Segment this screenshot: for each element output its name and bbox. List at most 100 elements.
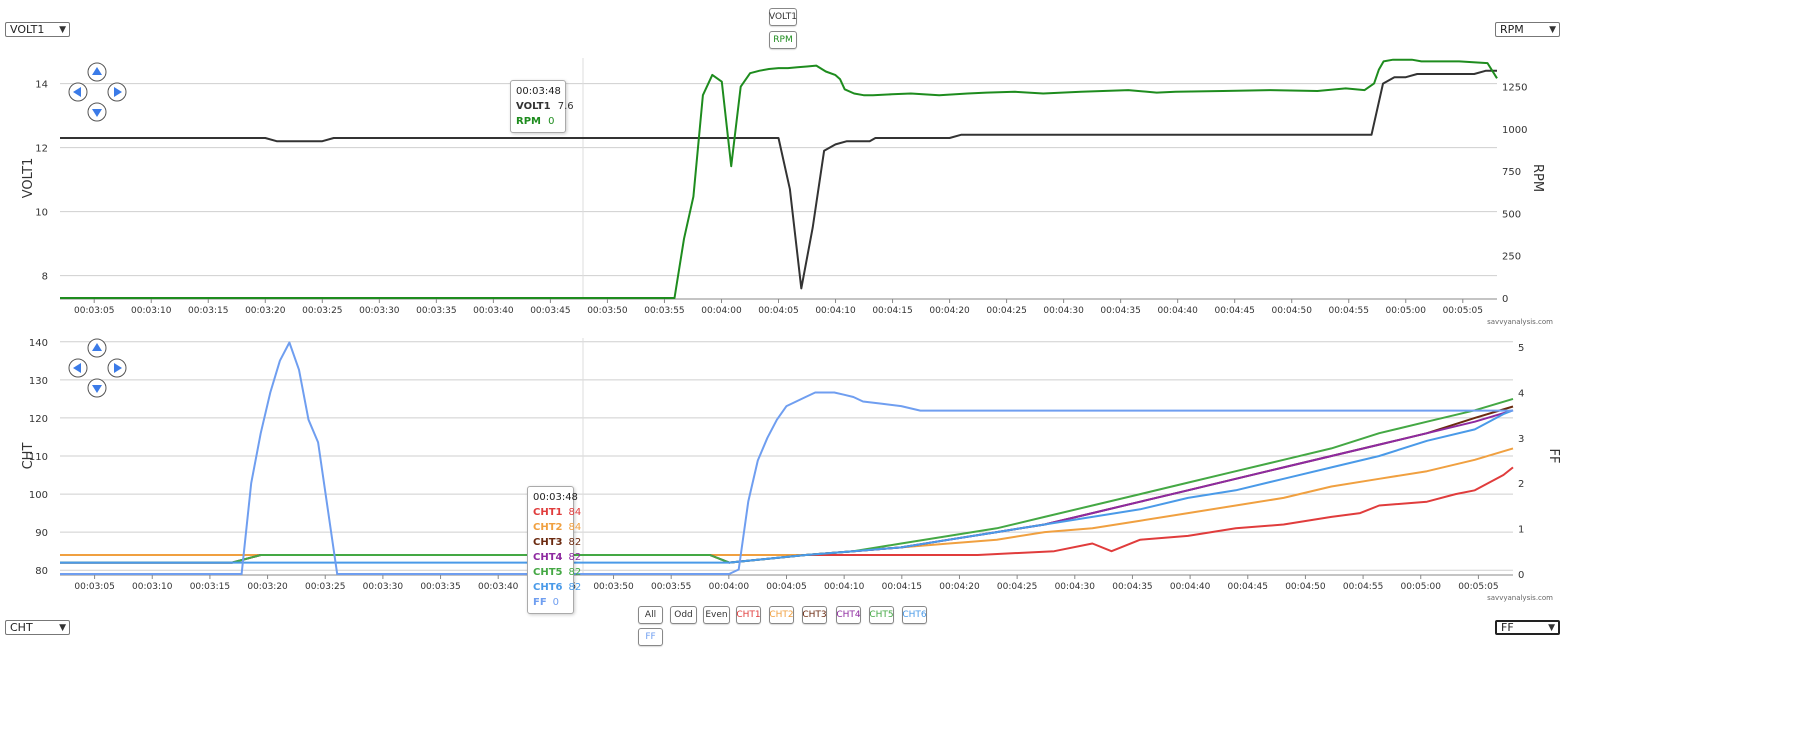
pan-left-icon[interactable] [68, 358, 88, 378]
pan-left-icon[interactable] [68, 82, 88, 102]
x-tick-label: 00:04:20 [939, 582, 980, 592]
y-tick-label-right: 750 [1502, 167, 1521, 178]
tooltip-label: FF [533, 597, 547, 608]
series-odd-button[interactable]: Odd [670, 606, 697, 624]
chevron-down-icon: ▼ [1548, 622, 1555, 633]
tooltip-row-cht4: CHT4 82 [533, 550, 581, 565]
series-all-button[interactable]: All [638, 606, 663, 624]
top-right-select[interactable]: RPM ▼ [1495, 22, 1560, 37]
y-tick-label-left: 10 [35, 208, 48, 219]
toggle-cht5-button[interactable]: CHT5 [869, 606, 894, 624]
top-left-select[interactable]: VOLT1 ▼ [5, 22, 70, 37]
x-tick-label: 00:03:20 [245, 306, 286, 316]
x-tick-label: 00:03:25 [302, 306, 342, 316]
tooltip-row-volt1: VOLT1 7.6 [516, 99, 574, 114]
y-tick-label-right: 250 [1502, 252, 1521, 263]
y-tick-label-left: 12 [35, 144, 48, 155]
y-tick-label-left: 8 [42, 272, 48, 283]
tooltip-value: 82 [568, 567, 582, 578]
x-tick-label: 00:04:15 [882, 582, 922, 592]
x-tick-label: 00:04:55 [1329, 306, 1369, 316]
y-tick-label-left: 14 [35, 80, 48, 91]
y-tick-label-right: 1250 [1502, 83, 1527, 94]
tooltip-row-ff: FF 0 [533, 595, 568, 610]
x-tick-label: 00:05:05 [1458, 582, 1498, 592]
y-tick-label-right: 5 [1518, 343, 1524, 354]
tooltip-value: 82 [568, 582, 582, 593]
tooltip-row-cht6: CHT6 82 [533, 580, 581, 595]
toggle-volt1-button[interactable]: VOLT1 [769, 8, 797, 26]
x-tick-label: 00:04:25 [986, 306, 1026, 316]
tooltip-value: 0 [548, 116, 555, 127]
x-tick-label: 00:04:00 [709, 582, 750, 592]
x-tick-label: 00:03:30 [359, 306, 400, 316]
tooltip-label: CHT1 [533, 507, 563, 518]
tooltip-label: CHT2 [533, 522, 563, 533]
bottom-chart[interactable]: 80 90 100 110 120 130 140 0 1 2 3 4 5 CHT FF 00:03:05 00… [21, 338, 1561, 592]
toggle-cht2-button[interactable]: CHT2 [769, 606, 794, 624]
y-tick-label-left: 130 [29, 376, 48, 387]
x-tick-label: 00:03:35 [416, 306, 456, 316]
toggle-rpm-button[interactable]: RPM [769, 31, 797, 49]
x-tick-label: 00:03:50 [587, 306, 628, 316]
top-left-select-value: VOLT1 [10, 23, 45, 36]
y-tick-label-left: 110 [29, 452, 48, 463]
y-tick-label-left: 90 [35, 528, 48, 539]
bottom-right-select[interactable]: FF ▼ [1495, 620, 1560, 635]
top-right-select-value: RPM [1500, 23, 1524, 36]
pan-up-icon[interactable] [87, 62, 107, 82]
toggle-cht3-button[interactable]: CHT3 [802, 606, 827, 624]
pan-right-icon[interactable] [107, 358, 127, 378]
pan-down-icon[interactable] [87, 102, 107, 122]
series-line-cht1 [60, 466, 1514, 556]
x-tick-label: 00:04:30 [1043, 306, 1084, 316]
tooltip-value: 84 [568, 507, 582, 518]
series-line-cht3 [60, 405, 1514, 564]
tooltip-row-cht1: CHT1 84 [533, 505, 581, 520]
x-tick-label: 00:03:15 [188, 306, 228, 316]
x-tick-label: 00:03:10 [132, 582, 173, 592]
x-tick-label: 00:04:15 [872, 306, 912, 316]
toggle-cht4-button[interactable]: CHT4 [836, 606, 861, 624]
y-tick-label-right: 0 [1518, 570, 1524, 581]
x-tick-label: 00:04:45 [1228, 582, 1268, 592]
chevron-down-icon: ▼ [59, 24, 66, 35]
tooltip-row-cht2: CHT2 84 [533, 520, 581, 535]
chevron-down-icon: ▼ [1549, 24, 1556, 35]
x-tick-label: 00:03:50 [593, 582, 634, 592]
toggle-ff-button[interactable]: FF [638, 628, 663, 646]
x-tick-label: 00:04:40 [1170, 582, 1211, 592]
tooltip-row-cht3: CHT3 82 [533, 535, 581, 550]
tooltip-value: 0 [552, 597, 560, 608]
tooltip-value: 7.6 [557, 101, 574, 112]
series-line-volt1 [60, 69, 1497, 290]
y-axis-title-left: VOLT1 [21, 158, 36, 199]
tooltip-value: 82 [568, 552, 582, 563]
tooltip-time: 00:03:48 [533, 492, 578, 503]
pan-right-icon[interactable] [107, 82, 127, 102]
tooltip-label: VOLT1 [516, 101, 551, 112]
pan-down-icon[interactable] [87, 378, 107, 398]
series-even-button[interactable]: Even [703, 606, 730, 624]
x-tick-label: 00:04:35 [1100, 306, 1140, 316]
y-tick-label-right: 3 [1518, 434, 1524, 445]
y-tick-label-right: 1 [1518, 525, 1524, 536]
x-tick-label: 00:03:35 [420, 582, 460, 592]
x-tick-label: 00:03:10 [131, 306, 172, 316]
toggle-cht1-button[interactable]: CHT1 [736, 606, 761, 624]
y-tick-label-right: 4 [1518, 388, 1524, 399]
bottom-left-select[interactable]: CHT ▼ [5, 620, 70, 635]
y-tick-label-right: 2 [1518, 479, 1524, 490]
x-tick-label: 00:03:55 [651, 582, 691, 592]
pan-up-icon[interactable] [87, 338, 107, 358]
top-chart[interactable]: 8 10 12 14 0 250 500 750 1000 1250 VOLT1 RPM 00:03:0… [21, 58, 1545, 316]
x-tick-label: 00:04:10 [824, 582, 865, 592]
bottom-left-select-value: CHT [10, 621, 33, 634]
tooltip-time: 00:03:48 [516, 86, 561, 97]
top-tooltip: 00:03:48 VOLT1 7.6 RPM 0 [510, 80, 574, 133]
toggle-cht6-button[interactable]: CHT6 [902, 606, 927, 624]
tooltip-row-rpm: RPM 0 [516, 114, 560, 129]
tooltip-label: CHT4 [533, 552, 563, 563]
tooltip-label: CHT5 [533, 567, 563, 578]
